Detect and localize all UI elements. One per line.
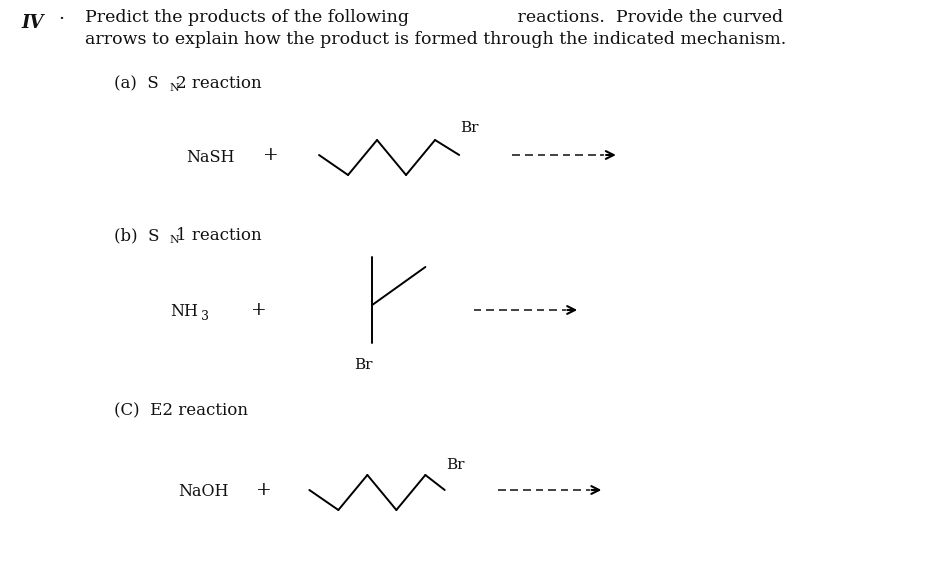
Text: N: N: [169, 83, 179, 93]
Text: (a)  S: (a) S: [114, 75, 159, 92]
Text: 3: 3: [201, 311, 209, 324]
Text: Predict the products of the following: Predict the products of the following: [85, 9, 409, 26]
Text: +: +: [263, 146, 279, 164]
Text: 1 reaction: 1 reaction: [176, 227, 262, 244]
Text: Br: Br: [446, 458, 466, 472]
Text: Br: Br: [354, 358, 373, 372]
Text: reactions.  Provide the curved: reactions. Provide the curved: [512, 9, 783, 26]
Text: Br: Br: [460, 121, 479, 135]
Text: ·: ·: [58, 10, 64, 28]
Text: NaOH: NaOH: [178, 483, 228, 500]
Text: (C)  E2 reaction: (C) E2 reaction: [114, 402, 248, 419]
Text: +: +: [256, 481, 272, 499]
Text: +: +: [251, 301, 268, 319]
Text: NH: NH: [170, 304, 198, 320]
Text: IV: IV: [21, 14, 44, 32]
Text: (b)  S: (b) S: [114, 227, 160, 244]
Text: NaSH: NaSH: [187, 149, 235, 165]
Text: N: N: [169, 235, 179, 245]
Text: arrows to explain how the product is formed through the indicated mechanism.: arrows to explain how the product is for…: [85, 31, 786, 48]
Text: 2 reaction: 2 reaction: [176, 75, 262, 92]
